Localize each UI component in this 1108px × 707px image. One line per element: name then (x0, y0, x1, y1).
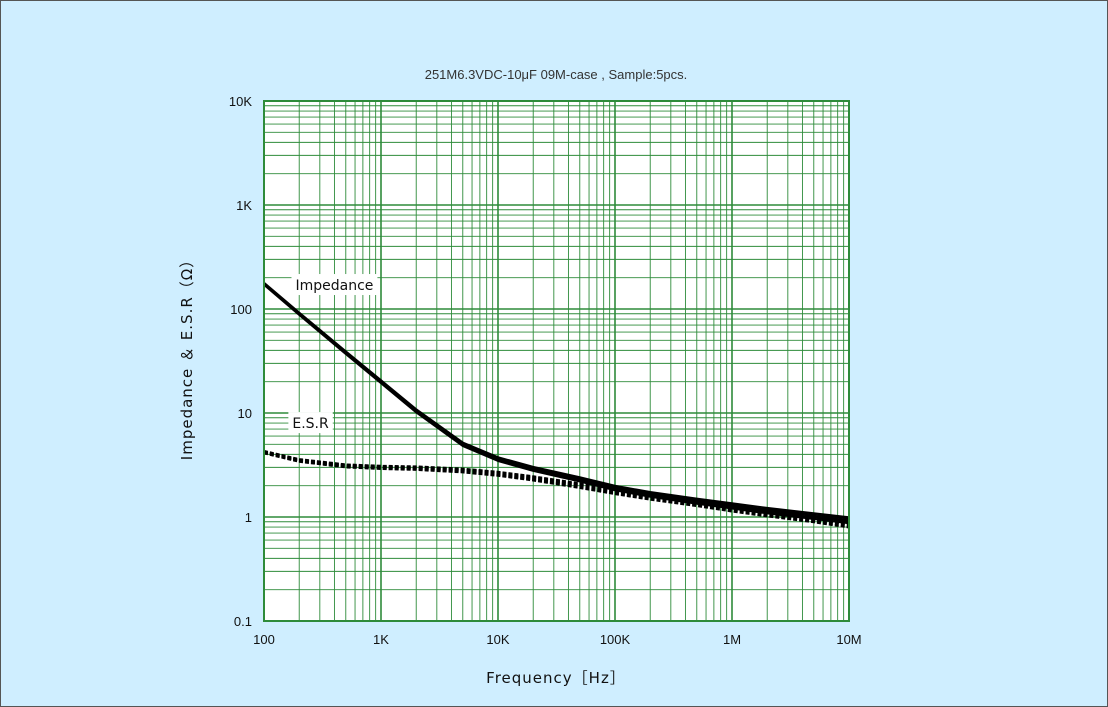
annotation-bg (291, 274, 378, 296)
y-tick-label: 10 (238, 406, 252, 421)
plot-border (263, 100, 850, 622)
x-tick-label: 100K (600, 632, 631, 647)
x-tick-label: 10K (486, 632, 509, 647)
x-axis-label: Frequency［Hz］ (486, 669, 626, 687)
chart-title: 251M6.3VDC-10μF 09M-case , Sample:5pcs. (425, 67, 688, 82)
y-tick-label: 1K (236, 198, 252, 213)
annotation-esr: E.S.R (292, 416, 329, 432)
series-layer (263, 281, 850, 529)
x-tick-label: 1K (373, 632, 389, 647)
impedance-line-sample-5 (263, 281, 850, 519)
annotation-bg (288, 412, 333, 434)
plot-area (264, 101, 849, 621)
esr-line-sample-1 (263, 452, 850, 529)
x-tick-label: 1M (723, 632, 741, 647)
esr-line-sample-5 (263, 449, 850, 523)
x-tick-label: 10M (836, 632, 861, 647)
y-axis-label: Impedance ＆ E.S.R（Ω） (178, 252, 196, 460)
x-tick-label: 100 (253, 632, 275, 647)
esr-line-sample-4 (263, 450, 850, 524)
y-tick-label: 1 (245, 510, 252, 525)
y-tick-label: 0.1 (234, 614, 252, 629)
annotation-layer: Impedance E.S.R (288, 274, 378, 434)
major-grid (263, 101, 849, 622)
esr-line-sample-2 (263, 451, 850, 527)
annotation-impedance: Impedance (295, 278, 373, 294)
y-tick-labels: 0.1 1 10 100 1K 10K (229, 94, 252, 629)
x-tick-labels: 100 1K 10K 100K 1M 10M (253, 632, 862, 647)
esr-line-sample-3 (263, 451, 850, 526)
y-tick-label: 10K (229, 94, 252, 109)
y-tick-label: 100 (230, 302, 252, 317)
minor-grid (264, 101, 849, 621)
